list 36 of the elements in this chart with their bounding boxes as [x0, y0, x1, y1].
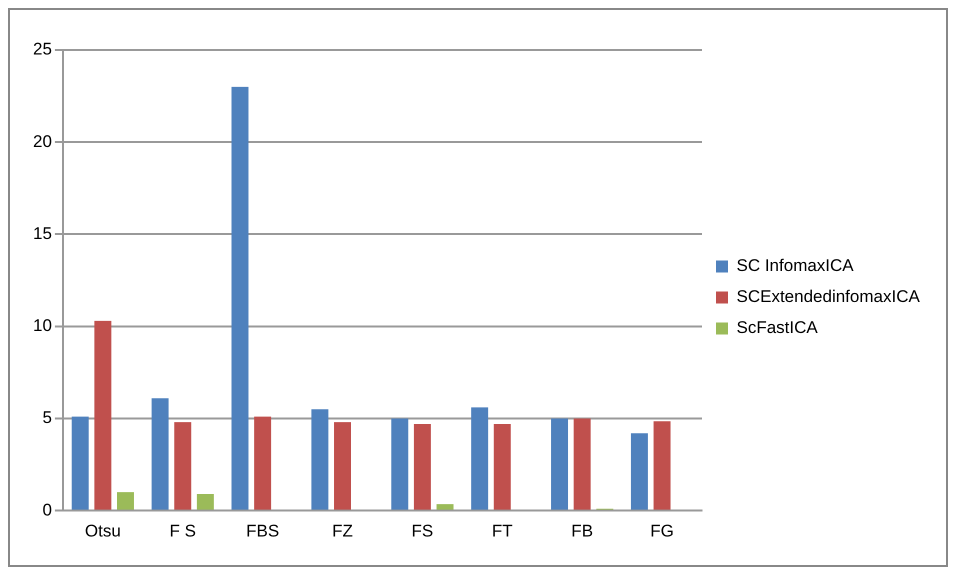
legend-label: SC InfomaxICA — [736, 256, 854, 276]
bar — [254, 416, 272, 510]
y-tick-label: 10 — [32, 316, 52, 336]
x-tick-label: FS — [412, 521, 434, 540]
x-tick-label: FZ — [332, 521, 353, 540]
bar — [334, 422, 351, 510]
bar — [174, 422, 192, 510]
x-tick-label: Otsu — [84, 521, 121, 540]
y-tick-label: 25 — [32, 40, 52, 59]
x-tick-label: FG — [650, 521, 674, 540]
y-tick-label: 5 — [42, 408, 52, 428]
bar — [72, 416, 89, 510]
bar — [152, 398, 169, 510]
bar — [117, 492, 134, 510]
y-tick-label: 20 — [32, 132, 52, 151]
bar — [436, 504, 454, 510]
bar — [94, 320, 112, 510]
y-tick-label: 15 — [32, 224, 52, 243]
bar — [311, 409, 328, 510]
x-tick-label: FB — [571, 521, 594, 540]
bar — [494, 424, 511, 510]
bar — [574, 418, 591, 510]
x-tick-label: FBS — [246, 521, 280, 540]
bar — [232, 86, 248, 510]
bar — [414, 424, 431, 510]
bar — [391, 418, 408, 510]
bar — [196, 494, 214, 510]
x-tick-label: FT — [492, 521, 513, 540]
x-tick-label: F S — [170, 521, 196, 540]
bar — [654, 421, 671, 510]
bar — [630, 433, 648, 510]
y-tick-label: 0 — [42, 500, 52, 520]
bar — [471, 407, 488, 510]
bar — [551, 418, 568, 510]
legend-label: SCExtendedinfomaxICA — [736, 287, 920, 306]
legend-label: ScFastICA — [736, 318, 818, 338]
